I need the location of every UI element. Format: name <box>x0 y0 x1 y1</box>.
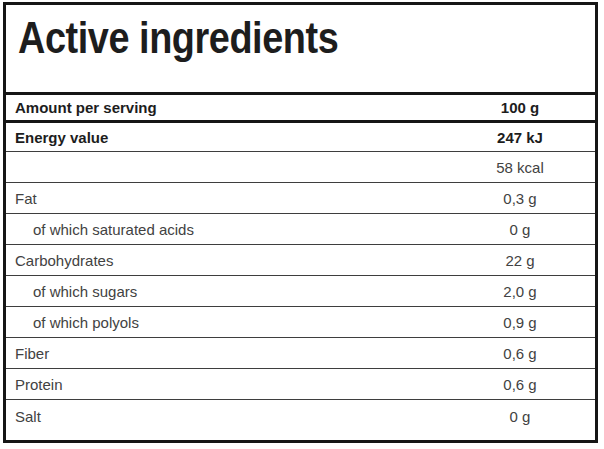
header-label: Amount per serving <box>6 99 445 116</box>
row-value: 58 kcal <box>445 159 595 176</box>
row-label: Fat <box>6 190 445 207</box>
row-energy-value: Energy value 247 kJ <box>6 123 595 152</box>
row-carbohydrates: Carbohydrates 22 g <box>6 245 595 276</box>
row-value: 0,6 g <box>445 345 595 362</box>
title-section: Active ingredients <box>6 5 595 95</box>
row-salt: Salt 0 g <box>6 400 595 433</box>
row-label: Salt <box>6 408 445 425</box>
row-saturated-acids: of which saturated acids 0 g <box>6 214 595 245</box>
row-fat: Fat 0,3 g <box>6 183 595 214</box>
nutrition-table: Active ingredients Amount per serving 10… <box>3 2 598 443</box>
row-value: 0,9 g <box>445 314 595 331</box>
row-value: 0,3 g <box>445 190 595 207</box>
page-title: Active ingredients <box>18 13 514 62</box>
row-label: of which saturated acids <box>6 221 445 238</box>
row-fiber: Fiber 0,6 g <box>6 338 595 369</box>
row-label: Fiber <box>6 345 445 362</box>
table-header-row: Amount per serving 100 g <box>6 95 595 123</box>
row-value: 0 g <box>445 408 595 425</box>
row-label: Carbohydrates <box>6 252 445 269</box>
row-value: 0 g <box>445 221 595 238</box>
row-sugars: of which sugars 2,0 g <box>6 276 595 307</box>
row-value: 22 g <box>445 252 595 269</box>
row-protein: Protein 0,6 g <box>6 369 595 400</box>
row-value: 247 kJ <box>445 129 595 146</box>
row-label: Protein <box>6 376 445 393</box>
row-value: 2,0 g <box>445 283 595 300</box>
row-value: 0,6 g <box>445 376 595 393</box>
row-label: of which sugars <box>6 283 445 300</box>
header-value: 100 g <box>445 99 595 116</box>
row-polyols: of which polyols 0,9 g <box>6 307 595 338</box>
row-label: Energy value <box>6 129 445 146</box>
row-label: of which polyols <box>6 314 445 331</box>
row-energy-kcal: 58 kcal <box>6 152 595 183</box>
